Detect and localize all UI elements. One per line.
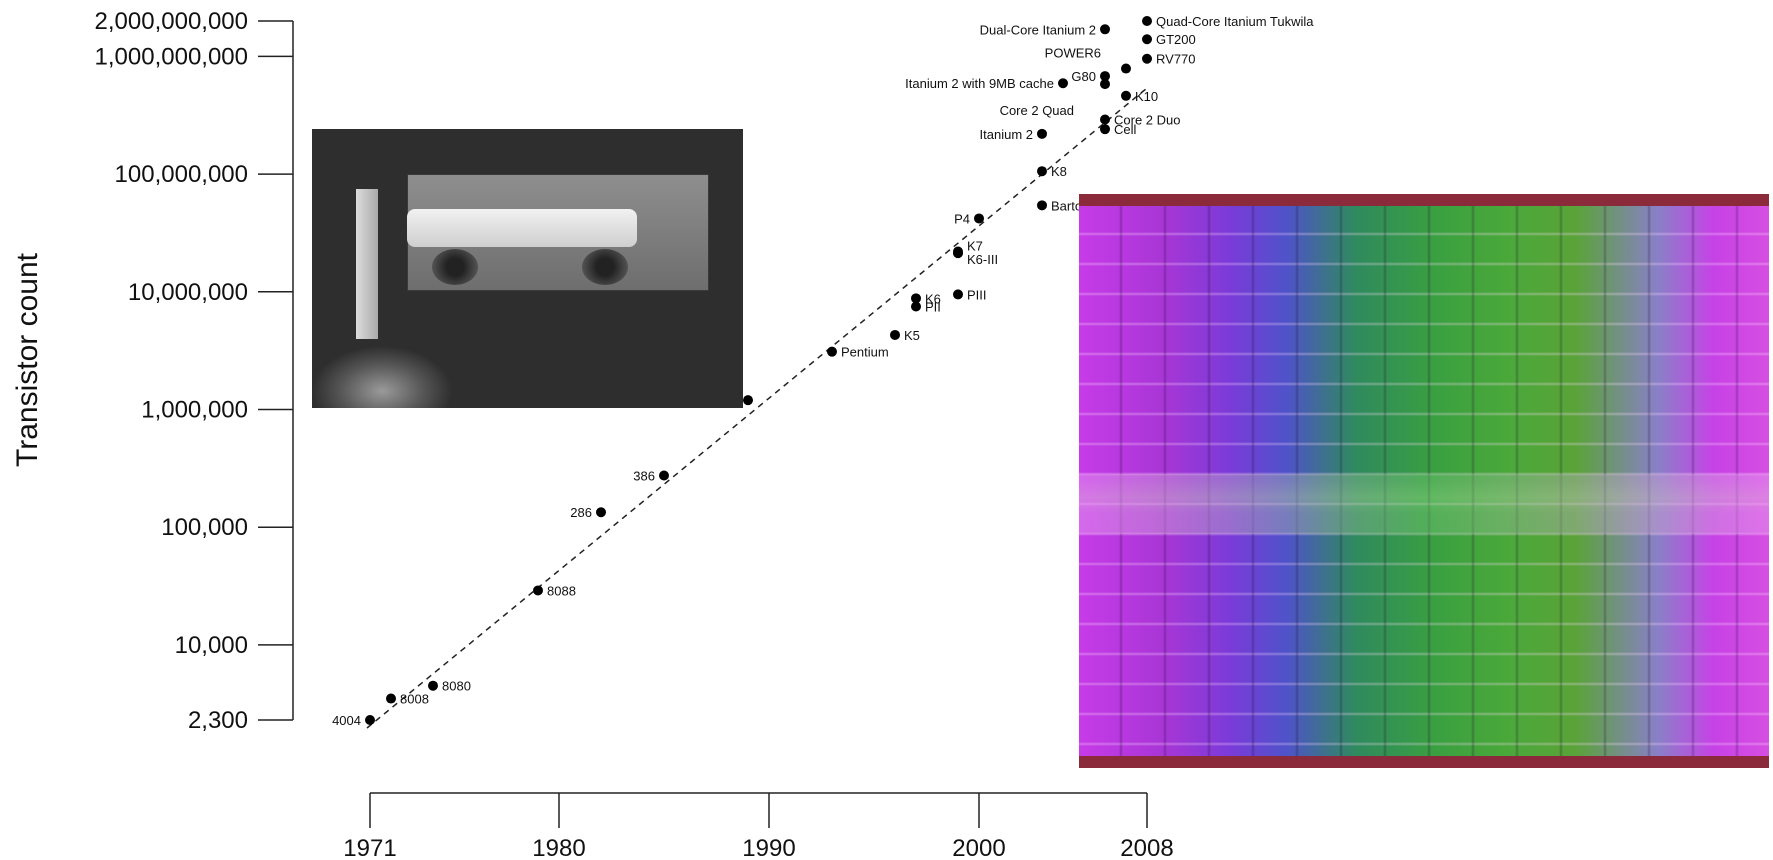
y-tick-label: 100,000: [161, 514, 248, 541]
data-label: 8008: [400, 692, 429, 707]
data-label: Cell: [1114, 122, 1137, 137]
data-label: GT200: [1156, 32, 1196, 47]
data-point: [1037, 128, 1047, 139]
data-label: K5: [904, 328, 920, 343]
data-label: RV770: [1156, 52, 1196, 67]
die-center-band: [1079, 474, 1769, 534]
data-label: Itanium 2: [980, 127, 1033, 142]
data-point: [953, 246, 963, 257]
data-point: [953, 289, 963, 300]
y-tick-label: 1,000,000,000: [95, 43, 248, 70]
data-label: K6: [925, 291, 941, 306]
data-label: K6-III: [967, 252, 998, 267]
data-point: [1100, 124, 1110, 135]
data-label: 286: [570, 505, 592, 520]
data-point: [1142, 53, 1152, 64]
data-point: [596, 507, 606, 518]
data-point: [1100, 79, 1110, 90]
data-label: 8080: [442, 679, 471, 694]
y-tick-label: 1,000,000: [141, 397, 248, 424]
y-tick-label: 2,300: [188, 707, 248, 734]
data-point: [890, 329, 900, 340]
data-point: [1142, 34, 1152, 45]
data-label: PIII: [967, 287, 987, 302]
y-axis: 2,300 10,000 100,000 1,000,000 10,000,000 100…: [95, 8, 294, 734]
x-tick-label: 1980: [532, 835, 585, 860]
x-tick-label: 2008: [1120, 835, 1173, 860]
data-points: [365, 16, 1152, 725]
data-point: [365, 715, 375, 725]
data-label: Itanium 2 with 9MB cache: [905, 76, 1054, 91]
data-label: K10: [1135, 89, 1158, 104]
data-point: [1142, 16, 1152, 26]
data-point: [386, 693, 396, 704]
data-label: K8: [1051, 164, 1067, 179]
data-label: 8088: [547, 583, 576, 598]
data-point: [1100, 71, 1110, 82]
integrated-circuit-photo: [312, 129, 743, 408]
data-label: POWER6: [1045, 46, 1101, 61]
photo-contact: [582, 249, 628, 285]
data-point: [911, 301, 921, 312]
data-label: PII: [925, 300, 941, 315]
photo-bar: [356, 189, 378, 339]
data-point: [1100, 114, 1110, 125]
data-label: 4004: [332, 713, 361, 728]
y-tick-label: 10,000: [175, 632, 248, 659]
x-tick-label: 1971: [343, 835, 396, 860]
data-point: [911, 293, 921, 304]
data-point: [1058, 78, 1068, 89]
data-point: [428, 680, 438, 691]
data-point: [827, 346, 837, 357]
data-point: [974, 213, 984, 224]
data-label: Pentium: [841, 345, 889, 360]
y-tick-label: 100,000,000: [115, 161, 248, 188]
data-label: Dual-Core Itanium 2: [980, 22, 1096, 37]
data-label: Core 2 Quad: [1000, 103, 1074, 118]
x-tick-label: 2000: [952, 835, 1005, 860]
data-point: [1100, 24, 1110, 35]
data-label: G80: [1071, 69, 1096, 84]
y-tick-label: 10,000,000: [128, 279, 248, 306]
data-label: K7: [967, 239, 983, 254]
photo-strip: [407, 209, 637, 247]
data-point: [1037, 200, 1047, 211]
processor-die-photo: [1079, 194, 1769, 768]
trend-line: [366, 85, 1150, 729]
data-label: P4: [954, 211, 970, 226]
data-point: [1121, 90, 1131, 101]
data-point: [743, 395, 753, 406]
data-label: Quad-Core Itanium Tukwila: [1156, 14, 1314, 29]
data-point: [533, 585, 543, 596]
y-axis-label: Transistor count: [11, 252, 44, 467]
x-tick-label: 1990: [742, 835, 795, 860]
photo-contact: [432, 249, 478, 285]
y-tick-label: 2,000,000,000: [95, 8, 248, 35]
data-label: 386: [633, 468, 655, 483]
data-label: Core 2 Duo: [1114, 113, 1180, 128]
data-point: [659, 470, 669, 481]
data-point: [1121, 63, 1131, 74]
data-point: [1037, 166, 1047, 177]
trend-line-segment: [366, 85, 1150, 729]
x-axis: 1971 1980 1990 2000 2008: [343, 792, 1174, 860]
